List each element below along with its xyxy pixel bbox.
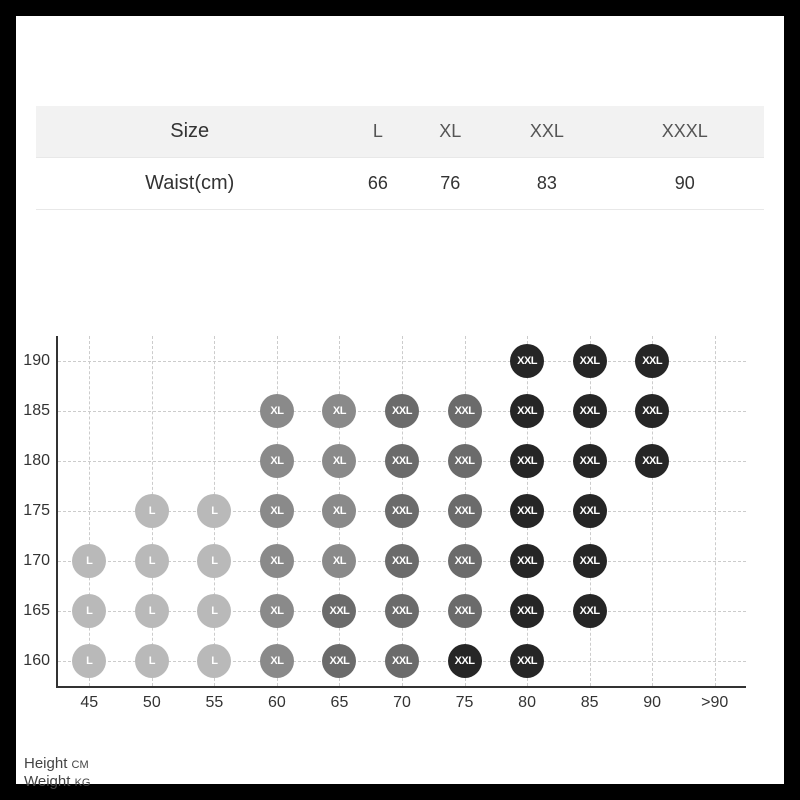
- x-tick-label: 70: [393, 694, 411, 712]
- size-bubble: XXL: [322, 594, 356, 628]
- x-tick-label: 90: [643, 694, 661, 712]
- size-table: Size L XL XXL XXXL Waist(cm) 66 76 83 90: [36, 106, 764, 210]
- x-tick-label: 60: [268, 694, 286, 712]
- size-bubble: XXL: [510, 544, 544, 578]
- size-bubble: XXL: [448, 394, 482, 428]
- size-bubble: L: [72, 594, 106, 628]
- size-bubble: XL: [322, 544, 356, 578]
- size-bubble: XXL: [448, 494, 482, 528]
- size-table-header-cell: XXXL: [605, 106, 764, 158]
- size-bubble: L: [197, 644, 231, 678]
- y-tick-label: 190: [23, 352, 50, 370]
- size-bubble: XXL: [448, 594, 482, 628]
- size-table-header-cell: XXL: [488, 106, 605, 158]
- y-axis-unit: CM: [72, 759, 89, 771]
- size-table-row-label: Size: [36, 106, 343, 158]
- size-bubble: XXL: [573, 394, 607, 428]
- size-bubble: XXL: [510, 394, 544, 428]
- size-bubble: L: [135, 544, 169, 578]
- size-bubble: XXL: [385, 494, 419, 528]
- size-bubble: XXL: [635, 344, 669, 378]
- y-tick-label: 185: [23, 402, 50, 420]
- x-tick-label: 65: [331, 694, 349, 712]
- size-bubble: XL: [260, 394, 294, 428]
- size-table-header-cell: XL: [412, 106, 488, 158]
- size-bubble: XXL: [573, 594, 607, 628]
- x-tick-label: 45: [80, 694, 98, 712]
- size-bubble: XXL: [635, 394, 669, 428]
- size-bubble: XL: [260, 444, 294, 478]
- y-axis-label-text: Height: [24, 755, 67, 772]
- y-tick-label: 160: [23, 652, 50, 670]
- size-bubble: XXL: [385, 394, 419, 428]
- size-table-header-cell: L: [343, 106, 412, 158]
- y-axis-title: Height CM: [24, 755, 89, 772]
- size-bubble: XXL: [573, 344, 607, 378]
- size-bubble: XXL: [510, 644, 544, 678]
- size-bubble: XXL: [385, 544, 419, 578]
- size-table-header-row: Size L XL XXL XXXL: [36, 106, 764, 158]
- size-bubble: XL: [260, 594, 294, 628]
- size-bubble: XL: [260, 494, 294, 528]
- grid-line-vertical: [89, 336, 91, 686]
- size-bubble: XL: [260, 644, 294, 678]
- x-tick-label: >90: [701, 694, 728, 712]
- size-bubble: XXL: [573, 544, 607, 578]
- size-table-cell: 76: [412, 158, 488, 210]
- grid-line-vertical: [652, 336, 654, 686]
- x-axis-title: Weight KG: [24, 773, 91, 790]
- x-tick-label: 75: [456, 694, 474, 712]
- size-bubble: L: [135, 594, 169, 628]
- x-axis-label-text: Weight: [24, 773, 70, 790]
- y-tick-label: 170: [23, 552, 50, 570]
- size-bubble: XXL: [448, 644, 482, 678]
- grid-line-vertical: [715, 336, 717, 686]
- size-bubble: L: [135, 644, 169, 678]
- size-bubble: XXL: [635, 444, 669, 478]
- size-bubble: L: [135, 494, 169, 528]
- size-bubble: XXL: [573, 444, 607, 478]
- size-bubble: XXL: [385, 594, 419, 628]
- size-bubble: L: [72, 544, 106, 578]
- size-bubble: XL: [322, 394, 356, 428]
- size-chart: 1601651701751801851904550556065707580859…: [56, 336, 744, 744]
- chart-plot-area: 1601651701751801851904550556065707580859…: [56, 336, 746, 688]
- size-table-cell: 83: [488, 158, 605, 210]
- y-tick-label: 175: [23, 502, 50, 520]
- size-bubble: XXL: [385, 644, 419, 678]
- size-bubble: XL: [260, 544, 294, 578]
- size-bubble: XXL: [510, 444, 544, 478]
- size-bubble: L: [197, 494, 231, 528]
- size-bubble: XXL: [510, 494, 544, 528]
- size-bubble: XL: [322, 444, 356, 478]
- x-tick-label: 50: [143, 694, 161, 712]
- size-table-cell: 66: [343, 158, 412, 210]
- size-bubble: XXL: [448, 544, 482, 578]
- x-axis-unit: KG: [75, 777, 91, 789]
- size-bubble: XXL: [385, 444, 419, 478]
- x-tick-label: 80: [518, 694, 536, 712]
- size-bubble: XXL: [448, 444, 482, 478]
- size-table-row-label: Waist(cm): [36, 158, 343, 210]
- y-tick-label: 165: [23, 602, 50, 620]
- size-bubble: XL: [322, 494, 356, 528]
- size-bubble: XXL: [573, 494, 607, 528]
- size-bubble: XXL: [322, 644, 356, 678]
- x-tick-label: 85: [581, 694, 599, 712]
- y-tick-label: 180: [23, 452, 50, 470]
- size-bubble: L: [72, 644, 106, 678]
- size-bubble: L: [197, 594, 231, 628]
- size-bubble: L: [197, 544, 231, 578]
- size-bubble: XXL: [510, 344, 544, 378]
- size-table-cell: 90: [605, 158, 764, 210]
- chart-frame: Size L XL XXL XXXL Waist(cm) 66 76 83 90…: [0, 0, 800, 800]
- size-bubble: XXL: [510, 594, 544, 628]
- x-tick-label: 55: [205, 694, 223, 712]
- size-table-waist-row: Waist(cm) 66 76 83 90: [36, 158, 764, 210]
